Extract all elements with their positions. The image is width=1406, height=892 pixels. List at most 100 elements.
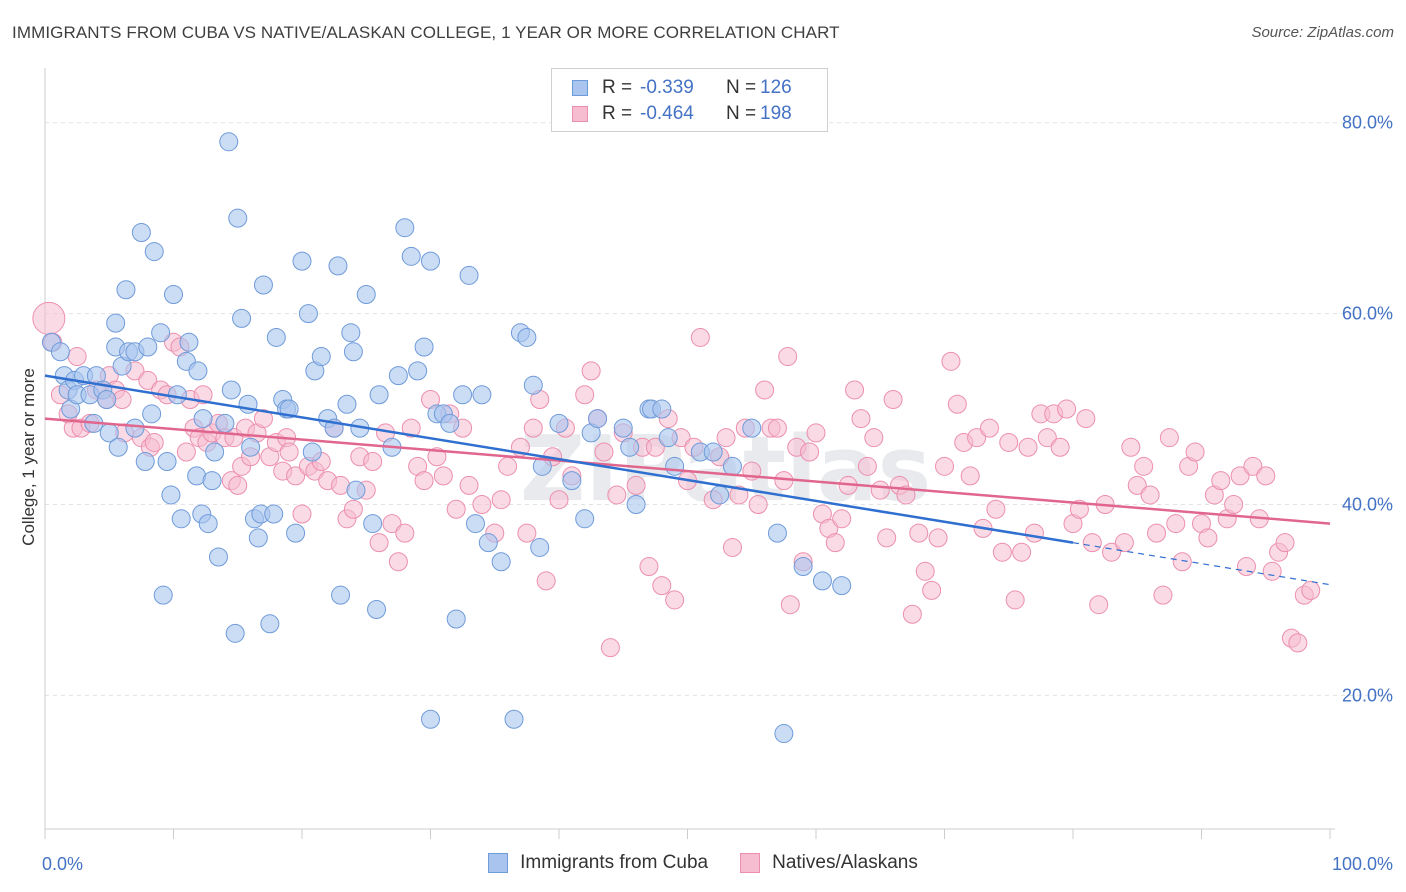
data-point-cuba — [167, 385, 187, 405]
data-point-natives — [498, 456, 518, 476]
legend-item-natives[interactable]: Natives/Alaskans — [740, 852, 918, 874]
data-point-cuba — [478, 533, 498, 553]
data-point-natives — [845, 380, 865, 400]
data-point-natives — [1153, 585, 1173, 605]
data-point-cuba — [153, 585, 173, 605]
data-point-cuba — [341, 323, 361, 343]
data-point-cuba — [264, 504, 284, 524]
data-point-cuba — [408, 361, 428, 381]
data-point-cuba — [703, 442, 723, 462]
data-point-cuba — [292, 251, 312, 271]
data-point-natives — [1172, 552, 1192, 572]
data-point-natives — [1134, 456, 1154, 476]
data-point-cuba — [549, 413, 569, 433]
data-point-cuba — [517, 327, 537, 347]
data-point-natives — [922, 580, 942, 600]
data-point-cuba — [658, 428, 678, 448]
data-point-cuba — [232, 308, 252, 328]
data-point-natives — [1236, 557, 1256, 577]
data-point-natives — [1050, 437, 1070, 457]
data-point-natives — [626, 475, 646, 495]
data-point-natives — [581, 361, 601, 381]
data-point-cuba — [343, 342, 363, 362]
chart-title: IMMIGRANTS FROM CUBA VS NATIVE/ALASKAN C… — [12, 23, 840, 42]
data-point-natives — [941, 351, 961, 371]
data-point-natives — [523, 418, 543, 438]
data-point-cuba — [193, 409, 213, 429]
data-point-natives — [935, 456, 954, 476]
data-point-cuba — [253, 275, 273, 295]
data-point-cuba — [302, 442, 322, 462]
data-point-cuba — [523, 375, 543, 395]
data-point-natives — [1076, 409, 1096, 429]
data-point-cuba — [722, 456, 742, 476]
data-point-natives — [690, 327, 710, 347]
data-point-cuba — [356, 285, 376, 305]
data-point-natives — [433, 466, 453, 486]
data-point-cuba — [228, 208, 248, 228]
trend-line-cuba — [44, 374, 1074, 544]
data-point-cuba — [742, 418, 762, 438]
data-point-cuba — [401, 246, 421, 266]
y-tick-labels: 20.0% 40.0% 60.0% 80.0% — [1342, 113, 1393, 706]
data-point-natives — [1005, 590, 1025, 610]
data-point-natives — [806, 423, 826, 443]
data-point-natives — [1211, 471, 1231, 491]
data-point-cuba — [459, 265, 479, 285]
data-point-cuba — [131, 222, 151, 242]
data-point-natives — [748, 494, 768, 514]
data-point-natives — [388, 552, 408, 572]
data-point-cuba — [331, 585, 351, 605]
data-point-cuba — [205, 442, 225, 462]
data-point-natives — [1198, 528, 1218, 548]
data-point-cuba — [710, 485, 730, 505]
data-point-cuba — [421, 709, 440, 729]
data-point-natives — [594, 442, 614, 462]
data-point-cuba — [161, 485, 181, 505]
data-point-natives — [986, 499, 1006, 519]
legend-label-cuba: Immigrants from Cuba — [520, 852, 709, 873]
data-point-natives — [1243, 456, 1263, 476]
data-point-natives — [1127, 475, 1147, 495]
data-point-natives — [1159, 428, 1179, 448]
legend-item-cuba[interactable]: Immigrants from Cuba — [488, 852, 708, 874]
data-point-natives — [767, 418, 787, 438]
data-point-cuba — [367, 599, 387, 619]
data-point-natives — [722, 537, 742, 557]
data-point-cuba — [164, 285, 183, 305]
data-point-cuba — [491, 552, 511, 572]
data-point-natives — [947, 394, 967, 414]
data-point-natives — [176, 442, 196, 462]
data-point-cuba — [421, 251, 440, 271]
data-point-cuba — [221, 380, 241, 400]
data-point-cuba — [369, 385, 389, 405]
legend-n-value: 198 — [760, 103, 792, 124]
data-point-natives — [857, 456, 877, 476]
data-point-natives — [459, 475, 479, 495]
grid-lines — [45, 122, 1392, 696]
data-point-natives — [228, 475, 248, 495]
data-point-cuba — [395, 218, 415, 238]
source-label: Source: ZipAtlas.com — [1251, 24, 1394, 41]
data-point-natives — [864, 428, 884, 448]
data-point-natives — [600, 638, 620, 658]
data-point-natives — [343, 499, 363, 519]
data-point-cuba — [151, 323, 171, 343]
data-point-natives — [279, 442, 299, 462]
legend-swatch-pink — [572, 106, 588, 122]
series-immigrants-from-cuba — [41, 132, 852, 744]
data-point-cuba — [793, 557, 813, 577]
data-point-natives — [1082, 533, 1102, 553]
data-point-natives — [1089, 595, 1109, 615]
data-point-natives — [369, 533, 389, 553]
data-point-natives — [472, 494, 492, 514]
data-point-natives — [193, 385, 213, 405]
data-point-cuba — [219, 132, 239, 152]
data-point-natives — [491, 490, 511, 510]
data-point-natives — [1018, 437, 1038, 457]
data-point-natives — [992, 542, 1012, 562]
data-point-cuba — [562, 471, 582, 491]
x-tick-labels: 0.0% 100.0% — [42, 854, 1393, 874]
data-point-cuba — [575, 509, 595, 529]
data-point-natives — [778, 347, 798, 367]
